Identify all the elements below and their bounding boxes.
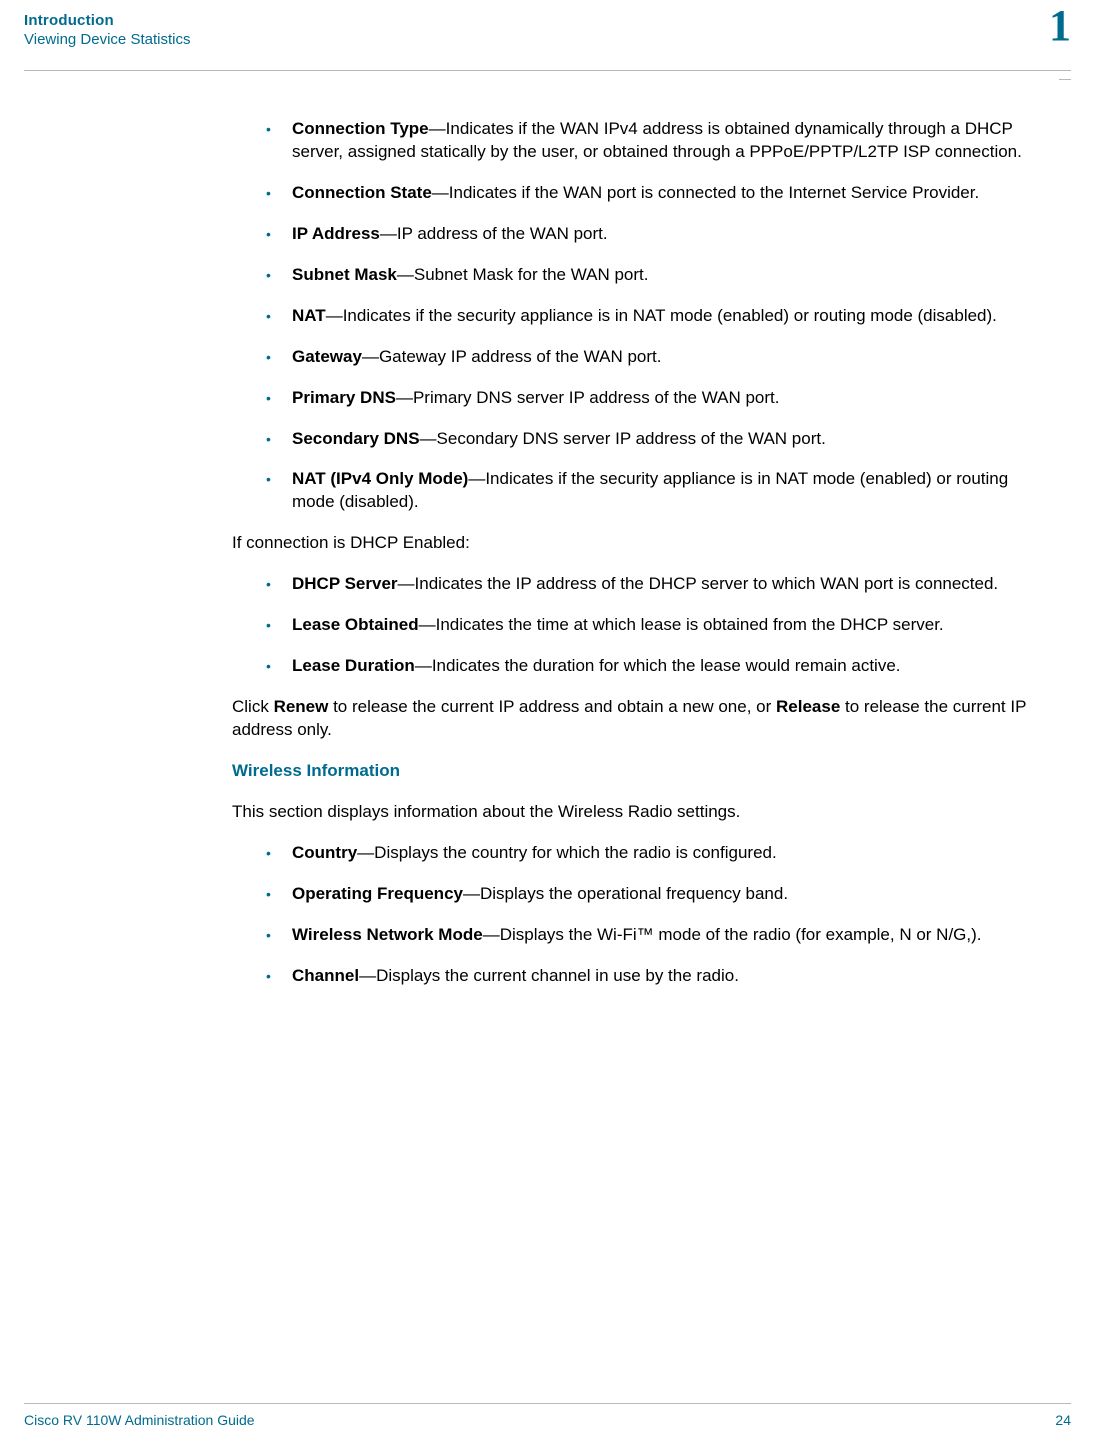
header-title: Introduction: [24, 12, 1071, 29]
desc: —Displays the operational frequency band…: [463, 884, 788, 903]
desc: —Subnet Mask for the WAN port.: [397, 265, 649, 284]
desc: —Primary DNS server IP address of the WA…: [396, 388, 780, 407]
term: Channel: [292, 966, 359, 985]
renew-instruction: Click Renew to release the current IP ad…: [232, 696, 1035, 742]
desc: —Displays the Wi-Fi™ mode of the radio (…: [483, 925, 982, 944]
list-item: Subnet Mask—Subnet Mask for the WAN port…: [262, 264, 1035, 287]
term: Operating Frequency: [292, 884, 463, 903]
list-item: NAT (IPv4 Only Mode)—Indicates if the se…: [262, 468, 1035, 514]
term: DHCP Server: [292, 574, 398, 593]
list-item: Gateway—Gateway IP address of the WAN po…: [262, 346, 1035, 369]
wireless-intro: This section displays information about …: [232, 801, 1035, 824]
term: Gateway: [292, 347, 362, 366]
wan-info-list: Connection Type—Indicates if the WAN IPv…: [262, 118, 1035, 514]
footer-guide-title: Cisco RV 110W Administration Guide: [24, 1412, 255, 1428]
list-item: Operating Frequency—Displays the operati…: [262, 883, 1035, 906]
wireless-list: Country—Displays the country for which t…: [262, 842, 1035, 988]
term: NAT: [292, 306, 326, 325]
header-subtitle: Viewing Device Statistics: [24, 31, 1071, 48]
term: Primary DNS: [292, 388, 396, 407]
wireless-section-heading: Wireless Information: [232, 760, 1035, 783]
renew-action: Renew: [274, 697, 329, 716]
list-item: Country—Displays the country for which t…: [262, 842, 1035, 865]
desc: —Gateway IP address of the WAN port.: [362, 347, 662, 366]
header-rule: [24, 70, 1071, 80]
list-item: Connection Type—Indicates if the WAN IPv…: [262, 118, 1035, 164]
page-content: Connection Type—Indicates if the WAN IPv…: [262, 118, 1035, 1006]
list-item: Primary DNS—Primary DNS server IP addres…: [262, 387, 1035, 410]
term: Lease Obtained: [292, 615, 419, 634]
desc: —Displays the country for which the radi…: [357, 843, 777, 862]
page-number: 24: [1055, 1412, 1071, 1428]
list-item: Lease Obtained—Indicates the time at whi…: [262, 614, 1035, 637]
list-item: IP Address—IP address of the WAN port.: [262, 223, 1035, 246]
list-item: Channel—Displays the current channel in …: [262, 965, 1035, 988]
term: Country: [292, 843, 357, 862]
term: Secondary DNS: [292, 429, 420, 448]
desc: —Indicates if the security appliance is …: [326, 306, 997, 325]
desc: —Displays the current channel in use by …: [359, 966, 739, 985]
term: Connection Type: [292, 119, 429, 138]
desc: —Indicates the duration for which the le…: [415, 656, 901, 675]
desc: —Indicates the time at which lease is ob…: [419, 615, 944, 634]
term: Lease Duration: [292, 656, 415, 675]
list-item: Secondary DNS—Secondary DNS server IP ad…: [262, 428, 1035, 451]
term: Connection State: [292, 183, 432, 202]
dhcp-intro: If connection is DHCP Enabled:: [232, 532, 1035, 555]
release-action: Release: [776, 697, 840, 716]
page-header: Introduction Viewing Device Statistics 1: [0, 0, 1095, 72]
list-item: Lease Duration—Indicates the duration fo…: [262, 655, 1035, 678]
list-item: NAT—Indicates if the security appliance …: [262, 305, 1035, 328]
list-item: DHCP Server—Indicates the IP address of …: [262, 573, 1035, 596]
dhcp-list: DHCP Server—Indicates the IP address of …: [262, 573, 1035, 678]
list-item: Connection State—Indicates if the WAN po…: [262, 182, 1035, 205]
page-footer: Cisco RV 110W Administration Guide 24: [24, 1403, 1071, 1428]
term: Subnet Mask: [292, 265, 397, 284]
term: NAT (IPv4 Only Mode): [292, 469, 468, 488]
chapter-number: 1: [1049, 0, 1071, 51]
desc: —Secondary DNS server IP address of the …: [420, 429, 826, 448]
desc: —IP address of the WAN port.: [380, 224, 608, 243]
list-item: Wireless Network Mode—Displays the Wi-Fi…: [262, 924, 1035, 947]
term: Wireless Network Mode: [292, 925, 483, 944]
desc: —Indicates if the WAN port is connected …: [432, 183, 979, 202]
desc: —Indicates the IP address of the DHCP se…: [398, 574, 999, 593]
term: IP Address: [292, 224, 380, 243]
